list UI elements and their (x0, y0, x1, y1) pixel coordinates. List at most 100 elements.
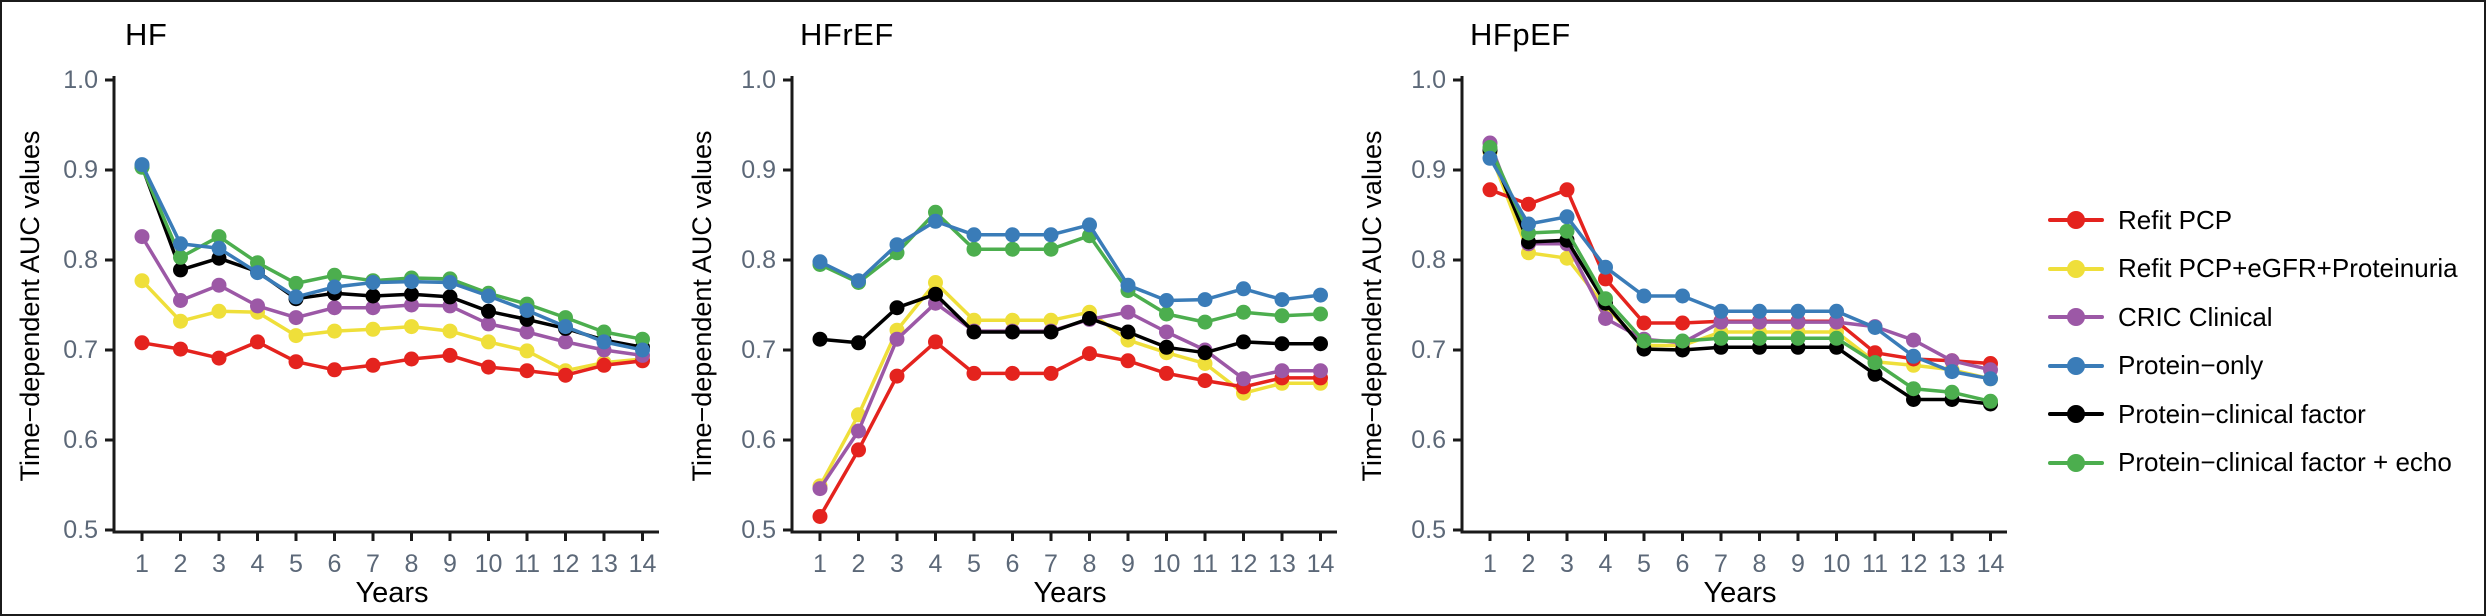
data-point (1274, 308, 1290, 324)
svg-text:9: 9 (443, 550, 457, 578)
data-point (442, 289, 458, 305)
svg-text:0.9: 0.9 (741, 156, 776, 184)
data-point (1159, 306, 1174, 322)
data-point (1906, 381, 1921, 397)
data-point (1082, 217, 1097, 233)
series-line-Protein−only (1488, 156, 1993, 381)
data-point (481, 359, 496, 375)
svg-text:1.0: 1.0 (1411, 66, 1446, 94)
series-line-Protein−clinical factor (1488, 148, 1993, 406)
svg-text:11: 11 (514, 550, 540, 578)
data-point (851, 442, 866, 458)
data-point (404, 351, 419, 367)
data-point (211, 277, 227, 293)
data-point (519, 343, 535, 359)
svg-text:4: 4 (929, 550, 943, 578)
data-point (365, 300, 381, 316)
data-point (558, 367, 573, 383)
data-point (558, 319, 573, 335)
svg-text:0.7: 0.7 (63, 336, 98, 364)
data-point (173, 341, 188, 357)
data-point (1829, 314, 1844, 330)
svg-text:0.7: 0.7 (741, 336, 776, 364)
svg-text:0.6: 0.6 (1411, 426, 1446, 454)
panel-HF: 1.00.90.80.70.60.51 2 3 4 5 6 7 8 9 10 11 12 13 14 (63, 66, 659, 578)
data-point (812, 331, 828, 347)
data-point (1713, 303, 1729, 319)
panel-HFrEF: 1.00.90.80.70.60.51 2 3 4 5 6 7 8 9 10 11 12 13 14 (741, 66, 1337, 578)
legend-item-refit-pcp: Refit PCP (2048, 196, 2458, 245)
data-point (928, 213, 943, 229)
svg-text:0.8: 0.8 (741, 246, 776, 274)
data-point (327, 300, 342, 316)
data-point (1752, 314, 1767, 330)
data-point (404, 297, 419, 313)
svg-text:11: 11 (1192, 550, 1218, 578)
data-point (1313, 287, 1328, 303)
data-point (1906, 348, 1921, 364)
data-point (1159, 365, 1174, 381)
data-point (404, 274, 419, 290)
legend-label: Protein−only (2118, 350, 2264, 381)
data-point (966, 312, 982, 328)
data-point (1159, 339, 1174, 355)
data-point (1636, 288, 1652, 304)
data-point (134, 273, 150, 289)
svg-text:10: 10 (475, 550, 503, 578)
data-point (173, 249, 188, 265)
data-point (288, 328, 304, 344)
data-point (1313, 336, 1328, 352)
data-point (250, 298, 265, 314)
svg-text:1.0: 1.0 (741, 66, 776, 94)
data-point (250, 265, 265, 281)
legend-marker-red-icon (2048, 209, 2104, 231)
data-point (1082, 346, 1097, 362)
data-point (851, 423, 866, 439)
data-point (1482, 140, 1498, 155)
data-point (404, 319, 419, 335)
svg-text:0.7: 0.7 (1411, 336, 1446, 364)
data-point (558, 334, 573, 350)
legend-label: Refit PCP+eGFR+Proteinuria (2118, 253, 2458, 284)
data-point (966, 227, 982, 243)
data-point (1043, 241, 1059, 257)
data-point (327, 323, 342, 339)
legend-item-cric-clinical: CRIC Clinical (2048, 293, 2458, 342)
data-point (1867, 366, 1883, 382)
svg-text:1.0: 1.0 (63, 66, 98, 94)
data-point (1675, 333, 1690, 349)
data-point (1313, 306, 1328, 322)
data-point (1559, 223, 1575, 239)
legend-marker-blue-icon (2048, 355, 2104, 377)
data-point (1159, 324, 1174, 340)
data-point (288, 310, 304, 326)
data-point (1829, 303, 1844, 319)
data-point (1482, 150, 1498, 166)
svg-text:8: 8 (1753, 550, 1767, 578)
data-point (1274, 336, 1290, 352)
data-point (519, 363, 535, 379)
data-point (1752, 303, 1767, 319)
data-point (889, 300, 905, 316)
data-point (327, 267, 342, 283)
data-point (1790, 314, 1806, 330)
svg-text:0.9: 0.9 (1411, 156, 1446, 184)
data-point (1005, 365, 1020, 381)
data-point (1120, 304, 1136, 320)
svg-text:6: 6 (328, 550, 342, 578)
data-point (288, 354, 304, 370)
legend-label: Refit PCP (2118, 204, 2233, 235)
data-point (1867, 355, 1883, 371)
legend-marker-purple-icon (2048, 306, 2104, 328)
legend-item-protein-clinical-factor: Protein−clinical factor (2048, 390, 2458, 439)
data-point (1120, 324, 1136, 340)
data-point (250, 334, 265, 350)
data-point (365, 357, 381, 373)
svg-text:8: 8 (1083, 550, 1097, 578)
svg-text:0.5: 0.5 (1411, 516, 1446, 544)
data-point (1675, 288, 1690, 304)
data-point (211, 303, 227, 319)
data-point (1043, 312, 1059, 328)
data-point (1559, 209, 1575, 225)
svg-text:7: 7 (1714, 550, 1728, 578)
